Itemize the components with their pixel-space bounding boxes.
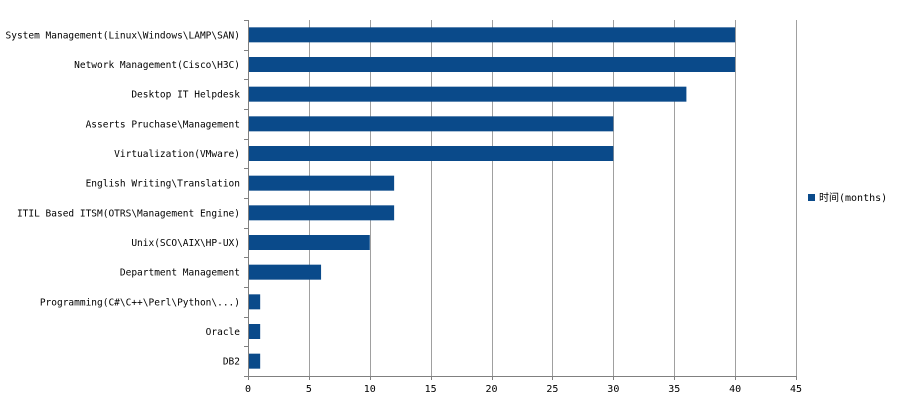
category-label: Department Management [120,268,240,279]
x-tick-label: 45 [790,384,802,395]
category-label: ITIL Based ITSM(OTRS\Management Engine) [17,208,240,219]
x-tick-label: 5 [306,384,312,395]
bar [249,235,370,250]
x-tick-label: 30 [607,384,619,395]
bar [249,116,614,132]
legend: 时间(months) [808,191,887,204]
x-tick-label: 15 [425,384,437,395]
category-label: Network Management(Cisco\H3C) [74,60,240,71]
bar [249,86,687,102]
category-label: Virtualization(VMware) [114,149,240,160]
bar [249,324,261,339]
category-label: Desktop IT Helpdesk [131,90,240,101]
x-tick-label: 35 [668,384,680,395]
category-label: Programming(C#\C++\Perl\Python\...) [40,297,240,308]
legend-label: 时间(months) [819,191,887,204]
category-label: System Management(Linux\Windows\LAMP\SAN… [6,30,241,41]
x-tick-label: 10 [364,384,376,395]
x-tick-label: 20 [486,384,498,395]
gridlines [309,20,797,376]
category-label: English Writing\Translation [86,179,240,190]
category-label: DB2 [223,357,240,368]
bar [249,146,614,161]
category-label: Asserts Pruchase\Management [86,119,240,130]
bar [249,264,322,280]
bar [249,294,261,310]
bar [249,353,261,369]
bar [249,205,395,221]
category-label: Unix(SCO\AIX\HP-UX) [131,238,240,249]
x-tick-labels: 0 5 10 15 20 25 30 35 40 45 [245,384,802,395]
category-label: Oracle [206,327,241,338]
x-tick-label: 40 [729,384,741,395]
legend-swatch [808,194,815,201]
x-tick-label: 25 [546,384,558,395]
category-labels: System Management(Linux\Windows\LAMP\SAN… [6,30,241,367]
axes [244,20,797,380]
x-tick-label: 0 [245,384,251,395]
bar [249,57,736,72]
bar [249,27,736,43]
bars [249,27,736,369]
bar [249,175,395,191]
